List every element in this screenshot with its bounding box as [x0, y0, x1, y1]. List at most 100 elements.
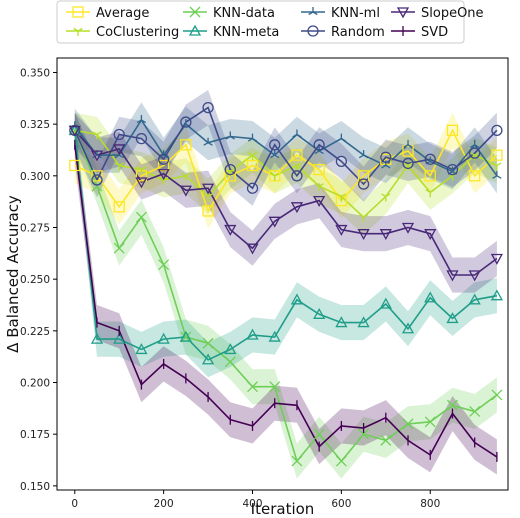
legend-swatch-marker [73, 27, 83, 36]
legend-label: SVD [421, 25, 448, 40]
data-point [446, 163, 459, 176]
data-point [470, 139, 480, 148]
data-point [136, 115, 147, 124]
data-point [246, 159, 259, 172]
data-point [113, 242, 125, 254]
data-point [290, 293, 304, 305]
data-point [179, 330, 192, 342]
data-point [224, 356, 236, 368]
series-band [74, 127, 497, 475]
data-point [114, 162, 124, 171]
series-line [74, 144, 498, 458]
data-point [490, 253, 503, 265]
data-point [381, 193, 391, 202]
data-point [358, 150, 369, 159]
data-point [335, 224, 348, 236]
data-point [224, 163, 236, 176]
legend-label: Random [331, 25, 385, 40]
series-band [74, 112, 497, 235]
legend: Average CoClustering KNN-data KNN-meta KNN-m… [56, 0, 484, 44]
data-point [291, 170, 303, 182]
data-point [268, 216, 281, 228]
data-point [379, 297, 392, 309]
data-point [335, 455, 347, 467]
data-point [402, 145, 414, 157]
data-point [269, 139, 281, 151]
legend-swatch-marker [308, 7, 318, 16]
data-point [313, 163, 325, 176]
x-tick-label: 800 [420, 498, 440, 510]
data-point [180, 331, 192, 343]
data-point [358, 214, 369, 223]
data-point [313, 428, 325, 440]
y-tick-label: 0.225 [20, 326, 50, 338]
data-point [313, 195, 326, 207]
data-point [490, 289, 503, 301]
data-point [247, 133, 258, 142]
data-point [135, 132, 148, 145]
data-point [379, 229, 392, 241]
data-point [202, 337, 214, 349]
data-point [357, 170, 370, 182]
y-tick-label: 0.300 [20, 171, 50, 183]
data-point [246, 243, 259, 255]
data-point [91, 170, 103, 182]
y-tick-label: 0.250 [20, 274, 50, 286]
x-tick-label: 200 [154, 498, 174, 510]
data-point [158, 176, 169, 185]
data-point [425, 189, 435, 198]
data-point [424, 170, 436, 182]
x-tick-label: 0 [71, 498, 78, 510]
data-point [69, 159, 81, 172]
data-point [113, 128, 125, 141]
y-tick-label: 0.150 [20, 481, 50, 493]
data-point [136, 166, 147, 175]
data-point [380, 434, 392, 446]
series-line [74, 118, 498, 177]
data-point [446, 270, 459, 282]
data-point [292, 162, 302, 171]
series-line [74, 128, 498, 213]
series-line [74, 130, 498, 361]
data-point [424, 291, 437, 303]
data-point [314, 183, 324, 192]
data-point [291, 455, 303, 467]
data-point [380, 151, 392, 163]
data-point [91, 174, 103, 186]
data-point [135, 177, 148, 189]
data-point [424, 229, 437, 241]
data-point [113, 332, 126, 344]
data-point [202, 101, 214, 114]
data-point [492, 170, 502, 179]
x-tick-label: 400 [242, 498, 262, 510]
data-point [424, 416, 436, 428]
data-point [246, 328, 259, 340]
data-point [381, 160, 391, 169]
data-point [401, 322, 415, 334]
data-point [290, 202, 304, 214]
data-point [491, 389, 503, 401]
legend-label: Average [96, 6, 149, 21]
y-axis: 0.150 0.175 0.200 0.225 0.250 0.275 0.300 0.325… [20, 67, 57, 493]
data-point [335, 194, 348, 207]
data-point [113, 201, 125, 213]
data-point [335, 155, 348, 167]
data-point [424, 153, 436, 165]
x-tick-label: 600 [331, 498, 351, 510]
data-point [335, 316, 348, 328]
series-band [74, 112, 497, 293]
data-point [157, 169, 170, 181]
data-point [225, 131, 235, 140]
data-point [491, 124, 503, 136]
data-point [446, 399, 458, 411]
series-band [74, 102, 497, 194]
data-point [313, 307, 326, 319]
data-point [113, 144, 126, 156]
data-point [336, 193, 347, 202]
legend-label: KNN-data [213, 6, 275, 21]
data-point [157, 153, 170, 165]
data-point [201, 353, 215, 365]
data-point [68, 125, 81, 137]
data-point [469, 405, 481, 417]
